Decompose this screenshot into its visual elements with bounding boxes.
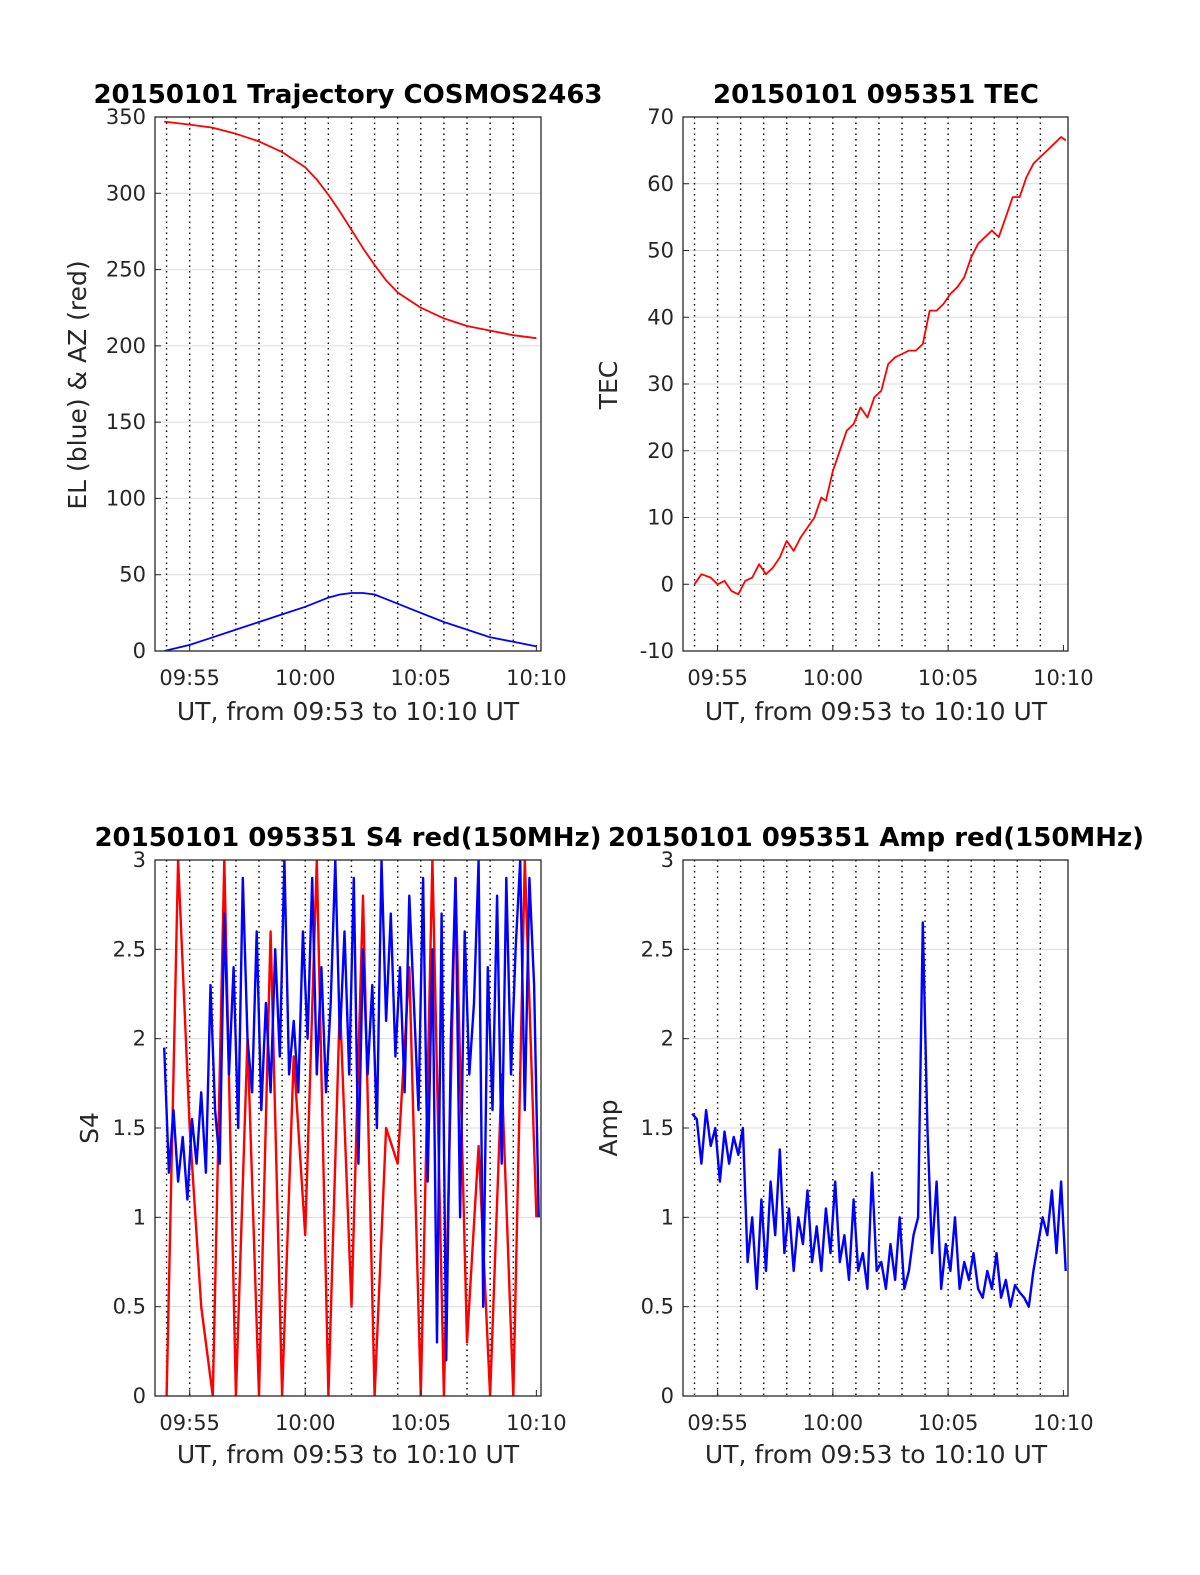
s4-xtick-label: 10:00 (275, 1411, 336, 1435)
s4-panel: 20150101 095351 S4 red(150MHz) UT, from … (75, 823, 602, 1469)
tec-panel: 20150101 095351 TEC UT, from 09:53 to 10… (594, 80, 1094, 726)
tec-xtick-label: 10:00 (803, 666, 864, 690)
trajectory-ytick-label: 250 (106, 258, 146, 282)
s4-axes-frame (154, 859, 542, 1397)
trajectory-ytick-label: 150 (106, 410, 146, 434)
amp-title: 20150101 095351 Amp red(150MHz) (608, 823, 1144, 853)
amp-ytick-label: 2 (661, 1027, 674, 1051)
s4-ytick-label: 0 (133, 1384, 146, 1408)
s4-ytick-label: 0.5 (113, 1295, 146, 1319)
s4-ylabel: S4 (75, 1112, 104, 1144)
trajectory-xtick-label: 10:10 (506, 666, 567, 690)
trajectory-xtick-label: 09:55 (159, 666, 220, 690)
tec-ytick-label: 0 (661, 572, 674, 596)
amp-xtick-label: 10:00 (803, 1411, 864, 1435)
tec-xtick-label: 10:10 (1033, 666, 1094, 690)
s4-ytick-label: 1.5 (113, 1116, 146, 1140)
tec-axes-frame (682, 116, 1069, 652)
tec-ytick-label: 50 (647, 239, 674, 263)
amp-xtick-label: 10:05 (918, 1411, 979, 1435)
amp-ytick-label: 0 (661, 1384, 674, 1408)
trajectory-title: 20150101 Trajectory COSMOS2463 (93, 80, 602, 110)
amp-ytick-label: 1.5 (641, 1116, 674, 1140)
tec-ytick-label: 30 (647, 372, 674, 396)
amp-ytick-label: 2.5 (641, 937, 674, 961)
s4-ytick-label: 3 (133, 848, 146, 872)
tec-ytick-label: -10 (640, 639, 674, 663)
trajectory-xtick-label: 10:05 (391, 666, 452, 690)
tec-ytick-label: 70 (647, 105, 674, 129)
tec-xlabel: UT, from 09:53 to 10:10 UT (705, 697, 1048, 726)
s4-xtick-label: 09:55 (159, 1411, 220, 1435)
trajectory-xtick-label: 10:00 (275, 666, 336, 690)
amp-xtick-label: 09:55 (687, 1411, 748, 1435)
s4-ytick-label: 1 (133, 1205, 146, 1229)
trajectory-series-line-az (164, 120, 537, 340)
amp-axes-frame (682, 859, 1069, 1397)
trajectory-ytick-label: 100 (106, 486, 146, 510)
s4-ytick-label: 2 (133, 1027, 146, 1051)
trajectory-panel: 20150101 Trajectory COSMOS2463 UT, from … (63, 80, 603, 726)
s4-xtick-label: 10:10 (506, 1411, 567, 1435)
tec-title: 20150101 095351 TEC (713, 80, 1039, 110)
tec-ytick-label: 10 (647, 506, 674, 530)
tec-xtick-label: 10:05 (918, 666, 979, 690)
amp-panel: 20150101 095351 Amp red(150MHz) UT, from… (594, 823, 1144, 1469)
amp-ytick-label: 0.5 (641, 1295, 674, 1319)
trajectory-ytick-label: 0 (133, 639, 146, 663)
trajectory-xlabel: UT, from 09:53 to 10:10 UT (177, 697, 520, 726)
trajectory-ytick-label: 200 (106, 334, 146, 358)
s4-ytick-label: 2.5 (113, 937, 146, 961)
trajectory-axes-frame (154, 116, 542, 652)
trajectory-series-line-el (163, 592, 537, 651)
tec-ytick-label: 20 (647, 439, 674, 463)
trajectory-ytick-label: 350 (106, 105, 146, 129)
trajectory-ytick-label: 300 (106, 181, 146, 205)
tec-ytick-label: 40 (647, 305, 674, 329)
trajectory-ylabel: EL (blue) & AZ (red) (63, 260, 92, 509)
s4-xlabel: UT, from 09:53 to 10:10 UT (177, 1440, 520, 1469)
s4-title: 20150101 095351 S4 red(150MHz) (94, 823, 601, 853)
amp-ylabel: Amp (594, 1099, 623, 1156)
tec-xtick-label: 09:55 (687, 666, 748, 690)
s4-series-line-1 (163, 860, 540, 1362)
tec-ylabel: TEC (594, 361, 623, 411)
amp-xtick-label: 10:10 (1033, 1411, 1094, 1435)
amp-ytick-label: 3 (661, 848, 674, 872)
amp-xlabel: UT, from 09:53 to 10:10 UT (705, 1440, 1048, 1469)
amp-ytick-label: 1 (661, 1205, 674, 1229)
amp-series-line-0 (691, 921, 1067, 1308)
trajectory-ytick-label: 50 (119, 563, 146, 587)
s4-xtick-label: 10:05 (391, 1411, 452, 1435)
tec-series-line-0 (693, 136, 1067, 596)
tec-ytick-label: 60 (647, 172, 674, 196)
